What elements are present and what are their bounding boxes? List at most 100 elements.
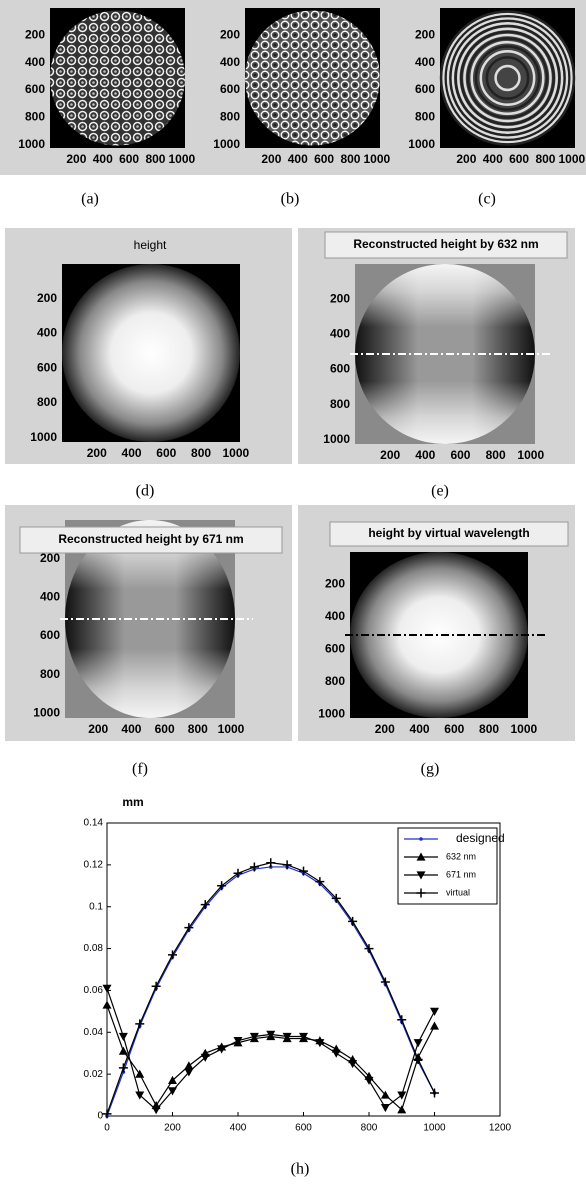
y-tick-label: 0.1 bbox=[89, 901, 103, 912]
x-tick-label: 200 bbox=[164, 1123, 181, 1134]
ring bbox=[470, 40, 545, 116]
x-tick-label: 600 bbox=[444, 722, 464, 736]
ring bbox=[454, 24, 561, 132]
marker bbox=[249, 1032, 259, 1041]
marker bbox=[168, 1087, 177, 1096]
marker bbox=[364, 1076, 374, 1085]
x-tick-label: 1000 bbox=[517, 448, 544, 462]
y-tick-label: 800 bbox=[330, 397, 350, 411]
marker bbox=[184, 923, 194, 933]
y-tick-label: 400 bbox=[325, 609, 345, 623]
caption: (f) bbox=[132, 761, 148, 778]
x-tick-label: 600 bbox=[295, 1123, 312, 1134]
x-tick-label: 1000 bbox=[363, 152, 390, 166]
y-tick-label: 400 bbox=[25, 55, 45, 69]
marker bbox=[380, 1090, 390, 1099]
panel-title: height bbox=[134, 238, 167, 252]
x-tick-label: 800 bbox=[340, 152, 360, 166]
image-disc-highlight bbox=[355, 264, 535, 444]
x-tick-label: 1000 bbox=[558, 152, 585, 166]
x-tick-label: 200 bbox=[261, 152, 281, 166]
marker bbox=[348, 1060, 358, 1069]
title-box bbox=[19, 526, 283, 554]
marker bbox=[282, 1032, 292, 1041]
marker bbox=[397, 1091, 407, 1100]
marker bbox=[184, 1061, 194, 1070]
ring bbox=[446, 17, 569, 139]
x-tick-label: 200 bbox=[66, 152, 86, 166]
image bbox=[245, 8, 380, 148]
y-tick-label: 400 bbox=[220, 55, 240, 69]
y-tick-label: 0.06 bbox=[84, 985, 104, 996]
x-tick-label: 1000 bbox=[168, 152, 195, 166]
marker bbox=[331, 1049, 341, 1058]
y-tick-label: 0.14 bbox=[84, 818, 104, 829]
y-tick-label: 200 bbox=[25, 28, 45, 42]
y-tick-label: 800 bbox=[37, 395, 57, 409]
marker bbox=[413, 1039, 423, 1048]
marker bbox=[331, 893, 341, 903]
ring bbox=[463, 33, 552, 123]
ring bbox=[439, 10, 576, 146]
y-tick-label: 400 bbox=[40, 590, 60, 604]
x-tick-label: 1000 bbox=[510, 722, 537, 736]
marker bbox=[217, 1045, 227, 1054]
marker bbox=[430, 1007, 439, 1016]
title-box bbox=[324, 231, 568, 259]
ring bbox=[460, 30, 555, 126]
marker bbox=[168, 1075, 177, 1085]
y-tick-label: 800 bbox=[415, 110, 435, 124]
x-tick-label: 200 bbox=[375, 722, 395, 736]
marker bbox=[364, 944, 374, 954]
y-tick-label: 600 bbox=[325, 641, 345, 655]
marker bbox=[233, 868, 243, 878]
caption: (c) bbox=[478, 191, 496, 208]
marker bbox=[416, 852, 426, 861]
marker bbox=[380, 977, 390, 987]
x-tick-label: 800 bbox=[188, 722, 208, 736]
x-tick-label: 800 bbox=[479, 722, 499, 736]
x-tick-label: 200 bbox=[88, 722, 108, 736]
marker bbox=[282, 860, 292, 870]
y-tick-label: 800 bbox=[325, 674, 345, 688]
legend-label: 671 nm bbox=[446, 869, 476, 879]
marker bbox=[184, 1068, 194, 1077]
marker bbox=[151, 1106, 161, 1115]
ring bbox=[466, 37, 549, 119]
marker bbox=[419, 837, 423, 841]
legend-label: virtual bbox=[446, 887, 470, 897]
marker bbox=[380, 1104, 390, 1113]
marker bbox=[102, 1109, 112, 1119]
x-tick-label: 400 bbox=[415, 448, 435, 462]
image-disc bbox=[350, 552, 528, 718]
y-tick-label: 600 bbox=[220, 82, 240, 96]
legend-label: designed bbox=[456, 831, 505, 845]
x-tick-label: 800 bbox=[145, 152, 165, 166]
x-tick-label: 400 bbox=[93, 152, 113, 166]
marker bbox=[430, 1088, 439, 1098]
marker bbox=[151, 981, 161, 991]
x-tick-label: 400 bbox=[483, 152, 503, 166]
x-tick-label: 600 bbox=[450, 448, 470, 462]
y-tick-label: 400 bbox=[415, 55, 435, 69]
y-tick-label: 200 bbox=[415, 28, 435, 42]
ring bbox=[494, 64, 521, 92]
x-tick-label: 600 bbox=[156, 446, 176, 460]
y-tick-label: 200 bbox=[40, 551, 60, 565]
marker bbox=[348, 916, 358, 926]
marker bbox=[299, 1032, 308, 1041]
x-tick-label: 1000 bbox=[218, 722, 245, 736]
x-tick-label: 1000 bbox=[423, 1123, 446, 1134]
x-tick-label: 800 bbox=[191, 446, 211, 460]
x-tick-label: 1000 bbox=[222, 446, 249, 460]
marker bbox=[200, 1053, 210, 1062]
image-disc bbox=[440, 10, 575, 146]
ring bbox=[485, 56, 530, 100]
x-tick-label: 0 bbox=[104, 1123, 110, 1134]
caption: (h) bbox=[291, 1161, 310, 1178]
marker bbox=[416, 888, 426, 898]
marker bbox=[315, 877, 325, 887]
marker bbox=[135, 1091, 145, 1100]
y-tick-label: 200 bbox=[330, 291, 350, 305]
